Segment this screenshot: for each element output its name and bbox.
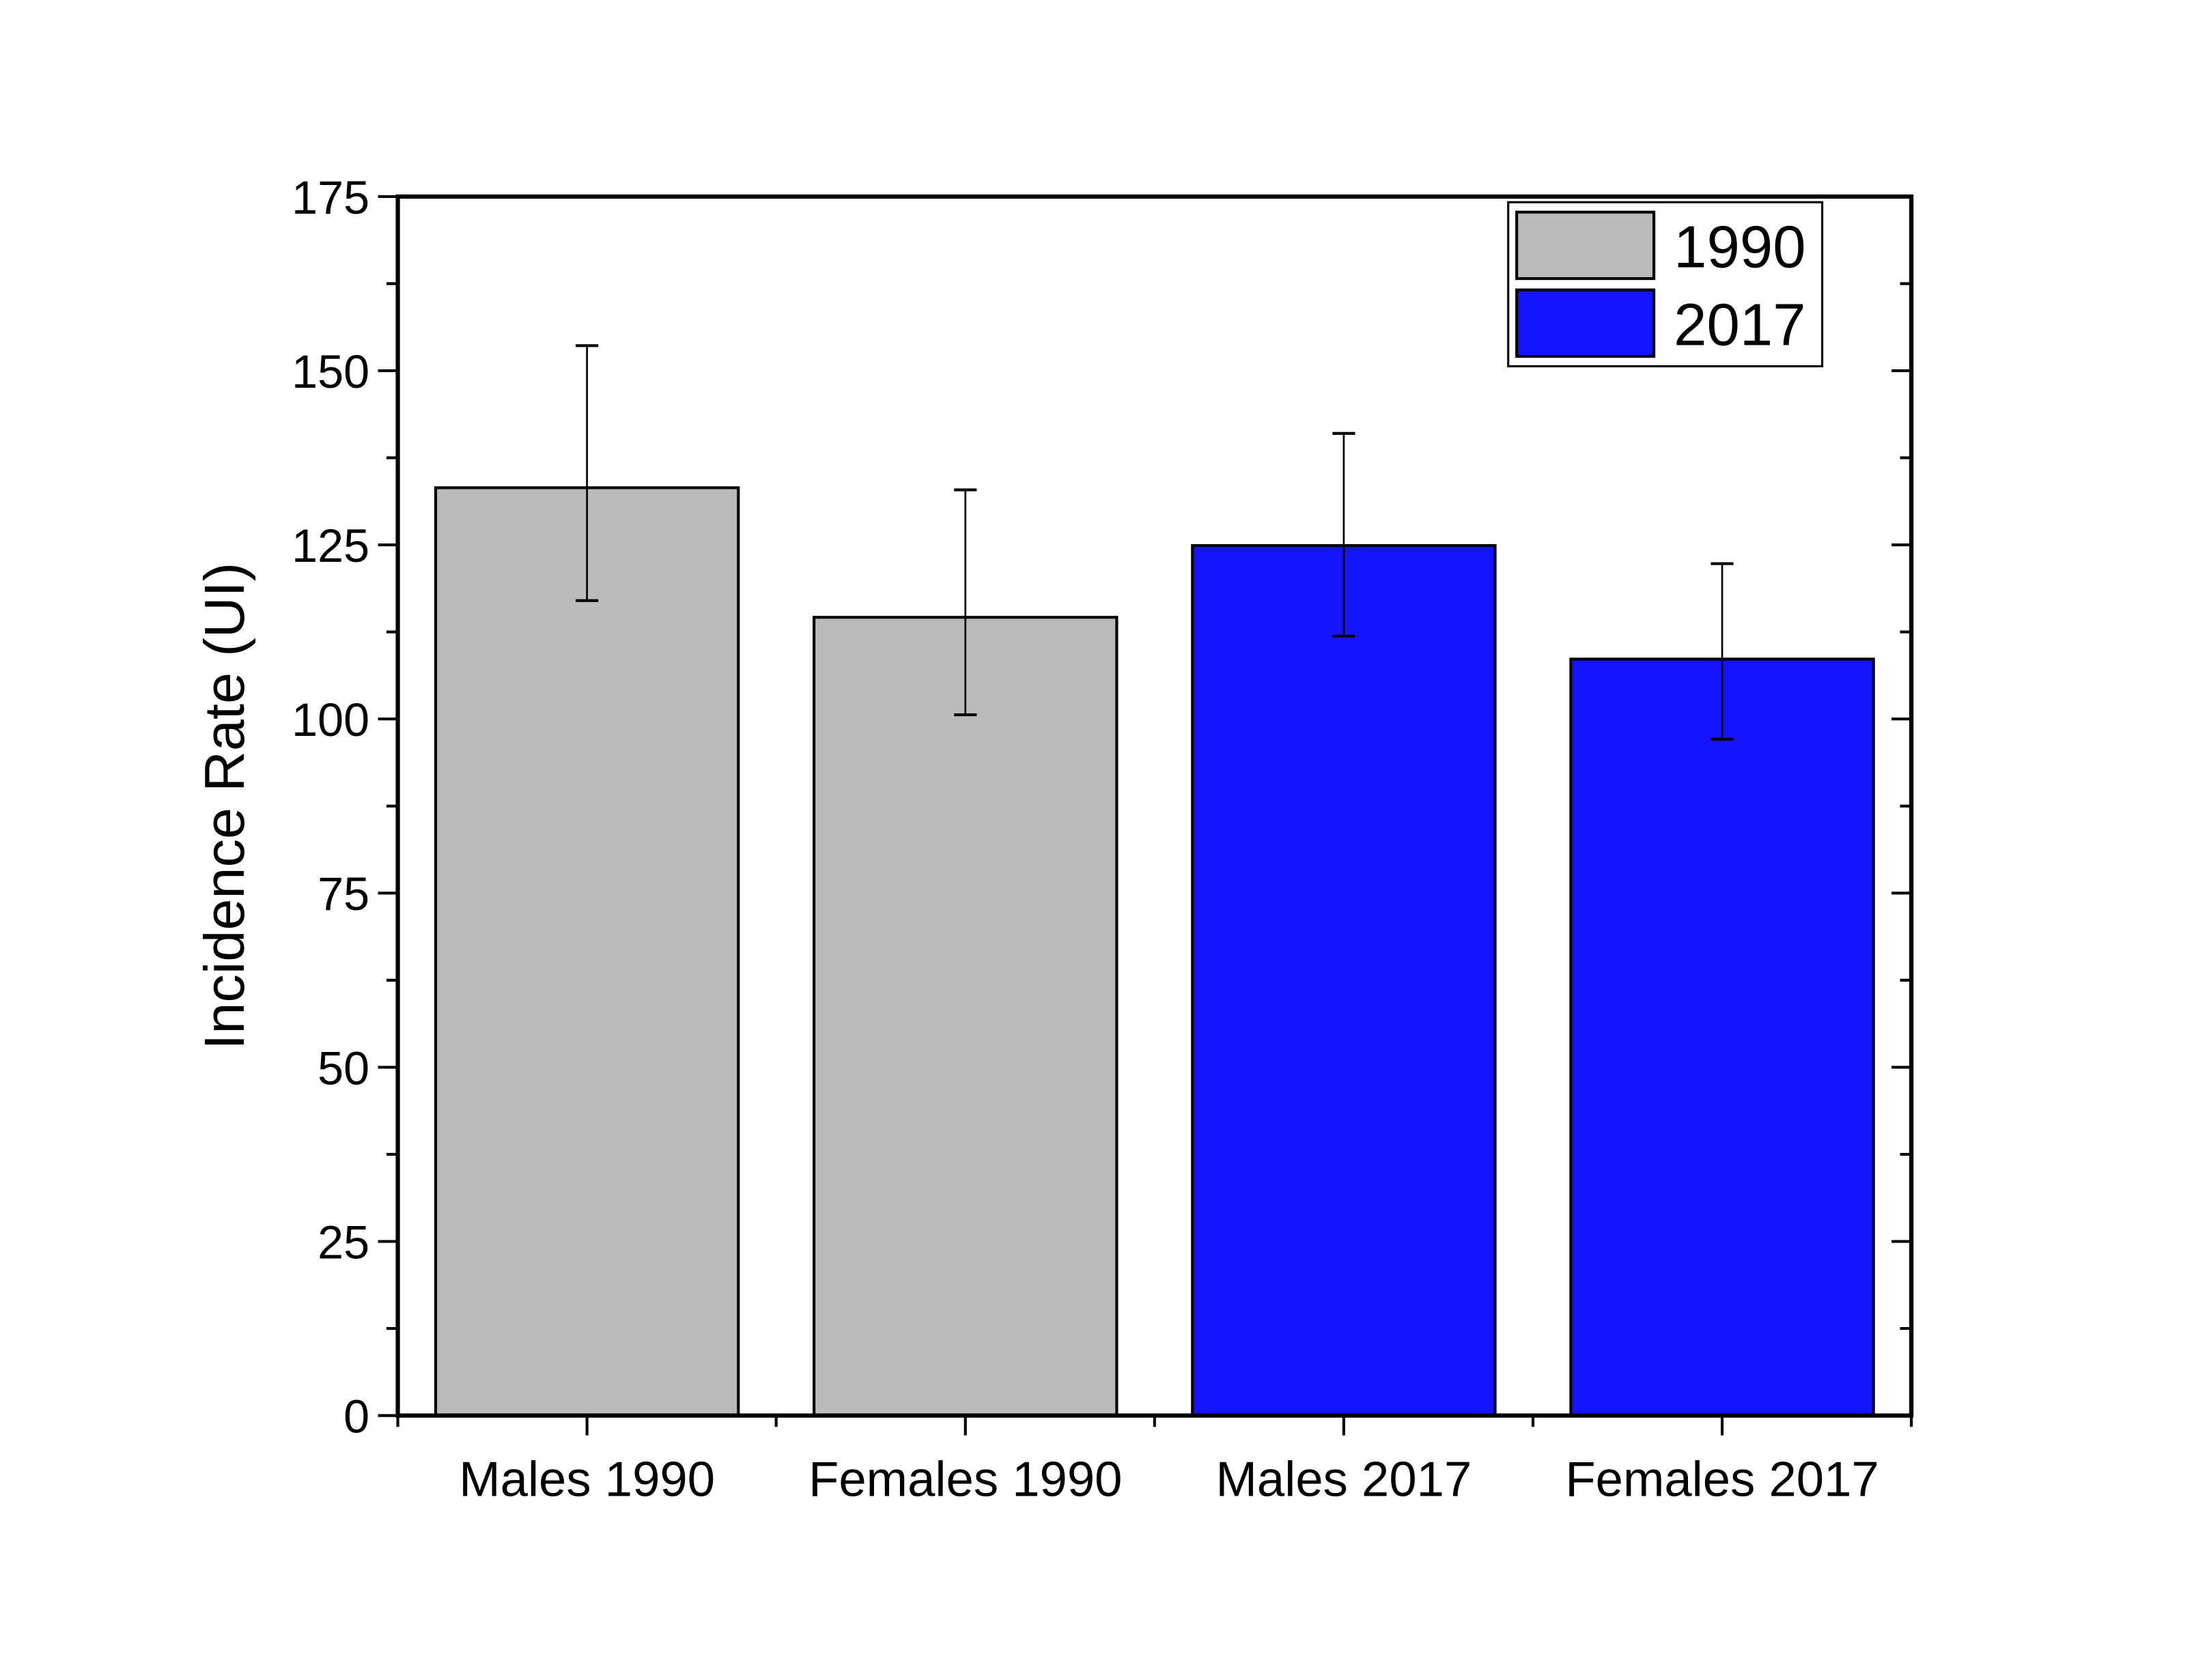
y-tick-label: 50 bbox=[318, 1042, 369, 1094]
legend-label-2017: 2017 bbox=[1674, 291, 1806, 358]
ticks-layer: Males 1990 Females 1990 Males 2017 Females … bbox=[292, 172, 1913, 1507]
y-tick-label: 175 bbox=[292, 172, 369, 224]
x-tick-label: Females 2017 bbox=[1565, 1452, 1878, 1507]
bar-males-1990 bbox=[434, 486, 740, 1417]
y-tick-label: 75 bbox=[318, 868, 369, 920]
error-bar bbox=[1711, 562, 1734, 741]
y-axis-label: Incidence Rate (UI) bbox=[193, 563, 256, 1050]
x-tick-label: Females 1990 bbox=[808, 1452, 1122, 1507]
y-tick-label: 0 bbox=[343, 1391, 369, 1442]
bar-females-2017 bbox=[1569, 657, 1875, 1417]
bar-males-2017 bbox=[1191, 544, 1497, 1417]
error-bar bbox=[1332, 431, 1355, 638]
error-bar bbox=[576, 344, 599, 602]
x-tick-label: Males 1990 bbox=[459, 1452, 715, 1507]
legend-label-1990: 1990 bbox=[1674, 214, 1806, 281]
legend: 1990 2017 bbox=[1507, 201, 1824, 368]
x-tick-label: Males 2017 bbox=[1216, 1452, 1472, 1507]
error-bars-layer bbox=[576, 344, 1734, 741]
legend-swatch-2017 bbox=[1515, 288, 1656, 358]
error-bar bbox=[954, 488, 977, 717]
bars-layer bbox=[434, 486, 1875, 1417]
y-tick-label: 150 bbox=[292, 346, 369, 398]
y-tick-label: 125 bbox=[292, 520, 369, 572]
y-tick-label: 100 bbox=[292, 694, 369, 746]
bar-females-1990 bbox=[813, 616, 1118, 1417]
y-tick-label: 25 bbox=[318, 1216, 369, 1268]
legend-swatch-1990 bbox=[1515, 210, 1656, 281]
